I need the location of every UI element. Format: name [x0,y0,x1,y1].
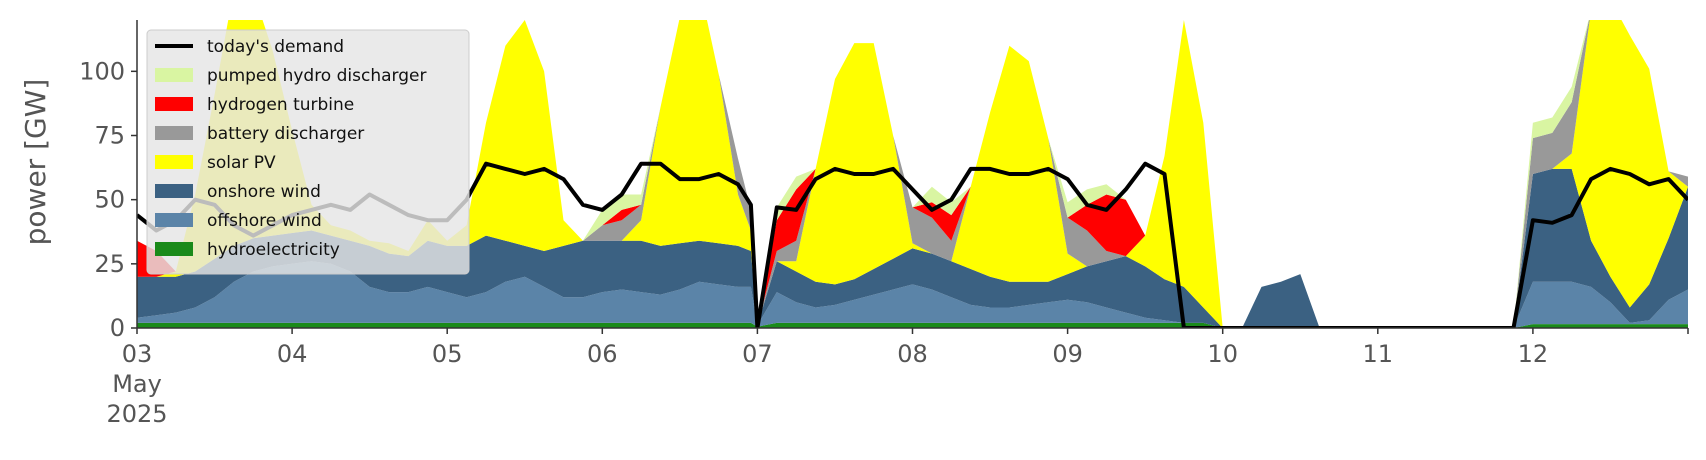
x-tick-label: 04 [277,340,308,368]
area-offshore-wind [137,261,1688,328]
y-tick-label: 100 [79,57,125,85]
y-tick-label: 50 [94,186,125,214]
y-tick-label: 25 [94,250,125,278]
legend-frame [146,29,470,275]
legend: today's demand pumped hydro discharger hyd… [146,29,470,275]
legend-label: hydroelectricity [207,240,340,260]
x-tick-label: 03 May 2025 [106,340,167,428]
x-tick-label: 09 [1052,340,1083,368]
legend-label: onshore wind [207,182,321,202]
y-axis-label: power [GW] [19,79,52,246]
area-onshore-wind [137,168,1688,328]
x-tick-label: 11 [1363,340,1394,368]
legend-swatch [155,242,193,256]
legend-swatch [155,155,193,169]
area-solar-pv [137,20,1688,328]
y-tick-label: 0 [110,314,125,342]
legend-swatch [155,97,193,111]
legend-swatch [155,213,193,227]
legend-label: hydrogen turbine [207,95,354,115]
legend-item-today-s-demand: today's demand [155,37,344,57]
x-tick-label: 06 [587,340,618,368]
legend-item-hydroelectricity: hydroelectricity [155,240,340,260]
x-tick-label: 05 [432,340,463,368]
legend-item-pumped-hydro-discharger: pumped hydro discharger [155,66,426,86]
legend-item-battery-discharger: battery discharger [155,124,364,144]
legend-label: pumped hydro discharger [207,66,426,86]
plot-area [137,20,1688,328]
x-tick-label: 12 [1518,340,1549,368]
legend-swatch [155,68,193,82]
legend-label: solar PV [207,153,276,173]
y-tick-label: 75 [94,122,125,150]
legend-label: today's demand [207,37,344,57]
legend-item-onshore-wind: onshore wind [155,182,321,202]
legend-item-offshore-wind: offshore wind [155,211,322,231]
legend-swatch [155,184,193,198]
x-tick-label: 07 [742,340,773,368]
axes: 0 25 50 75 100 03 May 2025 04 05 06 07 08 09 10 11 12 [79,20,1689,428]
legend-item-hydrogen-turbine: hydrogen turbine [155,95,354,115]
legend-label: offshore wind [207,211,322,231]
x-tick-label: 08 [897,340,928,368]
legend-swatch [155,126,193,140]
legend-label: battery discharger [207,124,364,144]
x-tick-label: 10 [1207,340,1238,368]
area-hydroelectricity [137,322,1688,328]
legend-item-solar-pv: solar PV [155,153,276,173]
